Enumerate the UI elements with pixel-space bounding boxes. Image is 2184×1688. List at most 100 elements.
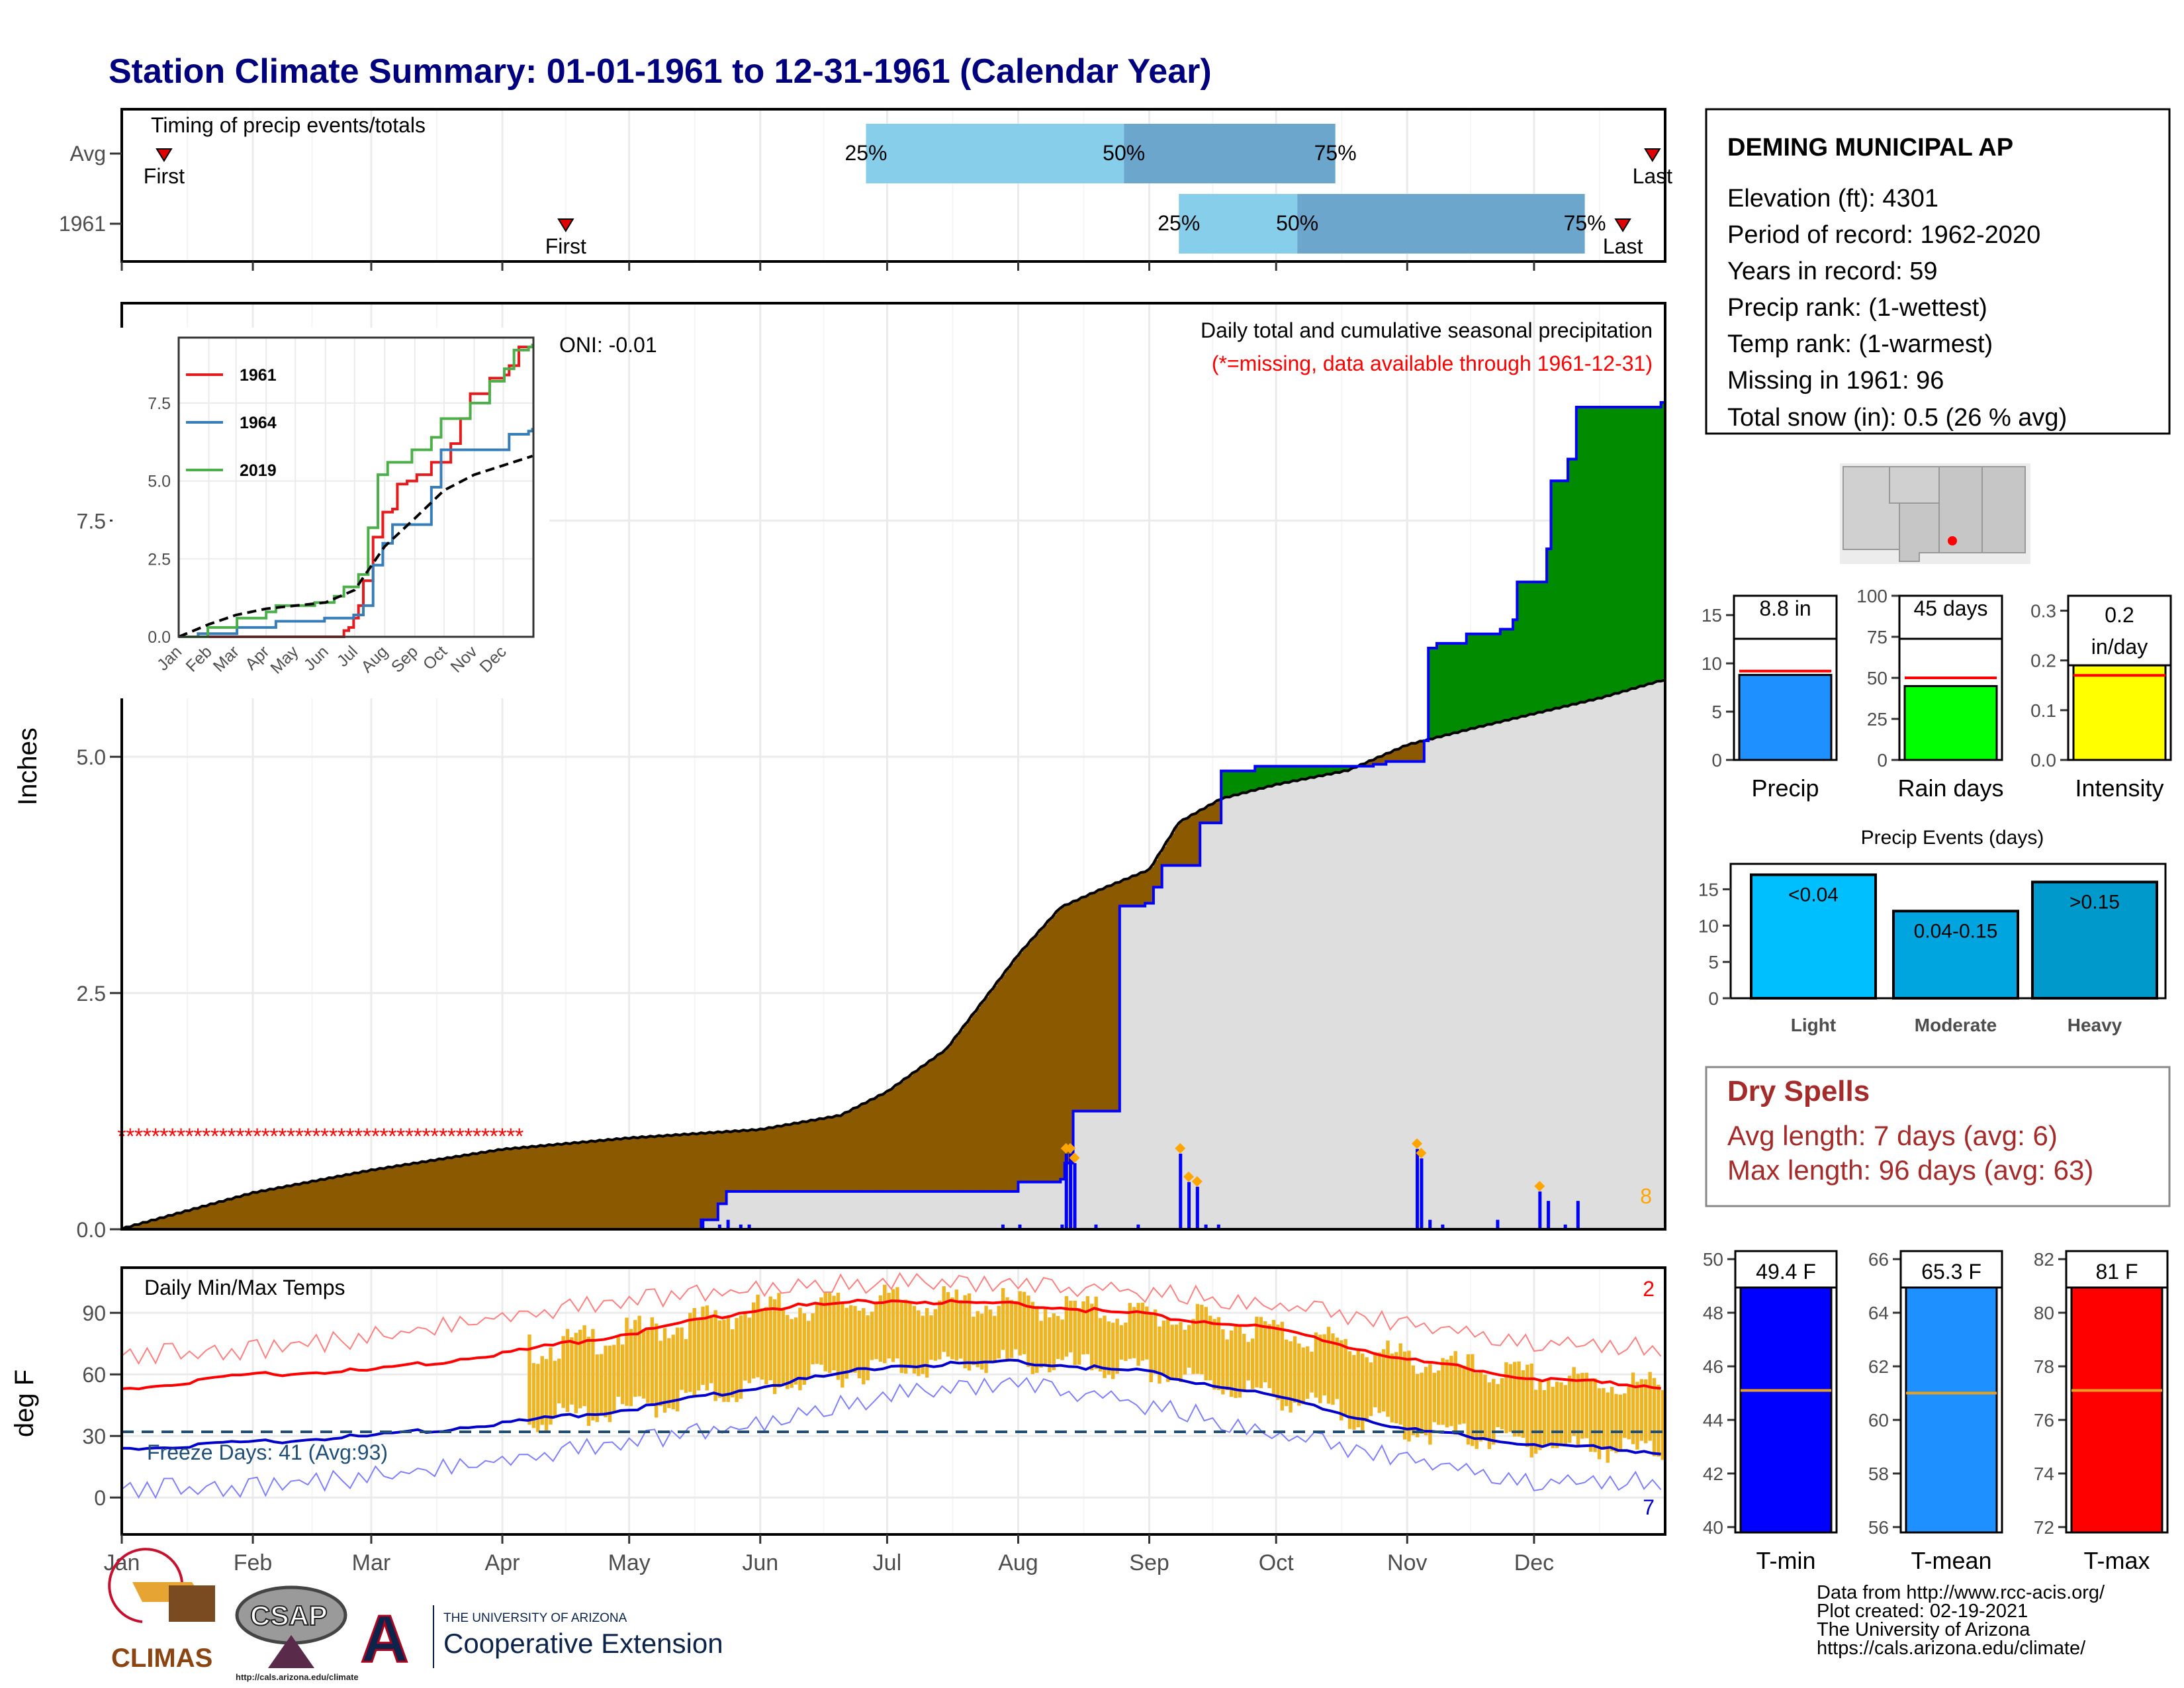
daily-temp-bar xyxy=(1381,1349,1386,1412)
daily-temp-bar xyxy=(1170,1325,1174,1378)
deficit-area xyxy=(903,1078,909,1192)
bar-y-tick: 100 xyxy=(1856,586,1888,606)
daily-temp-bar xyxy=(1623,1393,1627,1438)
deficit-area xyxy=(929,1060,934,1192)
deficit-area xyxy=(878,1095,884,1192)
legend-label: 1961 xyxy=(240,366,277,385)
value-label-box xyxy=(1734,1250,1838,1289)
deficit-area xyxy=(396,1166,402,1229)
quartile-label: 75% xyxy=(1564,211,1606,235)
surplus-area xyxy=(1318,766,1324,776)
daily-temp-bar xyxy=(743,1313,747,1381)
daily-temp-bar xyxy=(608,1345,612,1423)
deficit-area xyxy=(684,1135,689,1229)
quartile-label: 50% xyxy=(1276,211,1318,235)
deficit-area xyxy=(675,1135,680,1229)
deficit-area xyxy=(418,1162,423,1229)
quartile-box-upper xyxy=(1124,124,1336,183)
bar-y-tick: 72 xyxy=(2034,1517,2054,1538)
deficit-area xyxy=(1195,812,1201,866)
deficit-area xyxy=(794,1123,799,1192)
deficit-area xyxy=(662,1136,668,1229)
daily-temp-bar xyxy=(701,1306,705,1385)
surplus-area xyxy=(1301,766,1306,780)
daily-temp-bar xyxy=(633,1320,637,1397)
event-bar-value: 0.04-0.15 xyxy=(1914,920,1998,942)
daily-temp-bar xyxy=(751,1302,756,1379)
deficit-area xyxy=(515,1149,520,1229)
daily-temp-bar xyxy=(1149,1313,1153,1383)
oni-label: ONI: -0.01 xyxy=(559,333,657,357)
university-of-arizona-logo: A THE UNIVERSITY OF ARIZONA Cooperative … xyxy=(360,1601,723,1677)
daily-temp-bar xyxy=(1652,1378,1657,1456)
deficit-area xyxy=(870,1100,875,1192)
daily-precip-bar xyxy=(1547,1201,1551,1229)
deficit-area xyxy=(1161,846,1167,866)
deficit-area xyxy=(604,1141,609,1229)
deficit-area xyxy=(329,1178,334,1229)
surplus-area xyxy=(1293,766,1298,782)
missing-marker: * xyxy=(380,1124,388,1149)
deficit-area xyxy=(261,1191,266,1229)
daily-temp-bar xyxy=(1322,1334,1326,1396)
surplus-area xyxy=(1221,771,1226,799)
daily-temp-bar xyxy=(1390,1353,1394,1423)
daily-temp-bar xyxy=(1407,1350,1411,1442)
value-label-box xyxy=(2065,1250,2169,1289)
deficit-area xyxy=(790,1124,795,1192)
footer-line: The University of Arizona xyxy=(1817,1619,2030,1640)
last-event-label: Last xyxy=(1633,164,1673,188)
inset-y-tick: 7.5 xyxy=(148,395,171,413)
daily-temp-bar xyxy=(1158,1326,1161,1384)
surplus-area xyxy=(1559,481,1565,708)
deficit-area xyxy=(282,1187,287,1229)
deficit-area xyxy=(1183,819,1188,866)
deficit-area xyxy=(202,1206,207,1229)
x-tick-label: Nov xyxy=(1387,1550,1427,1575)
deficit-area xyxy=(405,1164,410,1229)
daily-temp-bar xyxy=(836,1292,841,1380)
surplus-area xyxy=(1529,582,1535,715)
deficit-area xyxy=(1064,905,1069,1164)
deficit-area xyxy=(308,1182,313,1229)
annual-summary-bars: 0 5 10 15 Precip 8.8 in 0 25 50 75 100 Rain days 45 … xyxy=(1702,586,2172,802)
daily-temp-bar xyxy=(993,1315,997,1363)
deficit-area xyxy=(257,1192,262,1229)
deficit-area xyxy=(193,1209,199,1229)
surplus-area xyxy=(1267,766,1273,787)
daily-temp-bar xyxy=(544,1359,549,1431)
bar-y-tick: 46 xyxy=(1703,1356,1723,1377)
bar-y-tick: 5 xyxy=(1711,702,1722,722)
deficit-area xyxy=(130,1226,135,1229)
daily-temp-bar xyxy=(1584,1372,1588,1438)
daily-temp-bar xyxy=(1263,1321,1267,1383)
deficit-area xyxy=(168,1215,173,1229)
daily-temp-bar xyxy=(878,1295,883,1362)
station-line: Period of record: 1962-2020 xyxy=(1727,221,2040,249)
deficit-area xyxy=(320,1180,326,1229)
bar-y-tick: 0 xyxy=(1711,750,1722,771)
deficit-area xyxy=(388,1167,393,1229)
daily-temp-bar xyxy=(641,1329,646,1399)
bar-category-label: Rain days xyxy=(1897,774,2003,802)
inset-series-avg xyxy=(178,455,533,638)
bar-y-tick: 0.2 xyxy=(2030,651,2056,671)
deficit-area xyxy=(832,1117,837,1192)
deficit-area xyxy=(802,1122,807,1192)
timing-panel: Timing of precip events/totals Avg 25% 50% 7… xyxy=(59,108,1673,271)
daily-temp-bar xyxy=(866,1315,870,1381)
deficit-area xyxy=(659,1136,664,1229)
deficit-area xyxy=(409,1164,414,1229)
footer: CLIMAS CSAP http://cals.arizona.edu/clim… xyxy=(108,1548,2105,1682)
deficit-area xyxy=(413,1163,418,1229)
deficit-area xyxy=(400,1165,406,1229)
daily-temp-bar xyxy=(1128,1303,1132,1359)
surplus-area xyxy=(1517,582,1522,718)
surplus-area xyxy=(1572,459,1577,705)
bar-y-tick: 0 xyxy=(1877,750,1888,771)
deficit-area xyxy=(1136,874,1142,906)
daily-temp-bar xyxy=(616,1336,620,1397)
deficit-area xyxy=(460,1156,465,1229)
daily-temp-bar xyxy=(954,1289,959,1361)
surplus-area xyxy=(1542,582,1547,712)
